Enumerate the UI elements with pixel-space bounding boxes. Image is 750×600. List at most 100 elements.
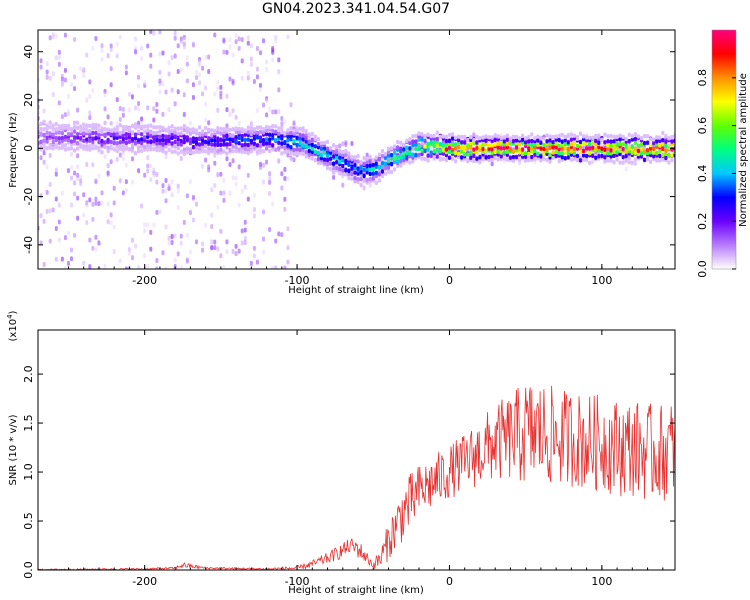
heatmap-cell xyxy=(204,117,208,123)
heatmap-cell xyxy=(356,159,360,164)
heatmap-cell xyxy=(328,161,333,166)
heatmap-cell xyxy=(115,132,119,137)
heatmap-cell xyxy=(478,159,482,165)
heatmap-cell xyxy=(268,132,272,137)
heatmap-cell xyxy=(252,79,256,85)
heatmap-cell xyxy=(316,145,321,150)
heatmap-cell xyxy=(167,60,171,66)
heatmap-cell xyxy=(143,79,147,85)
heatmap-cell xyxy=(158,147,162,153)
heatmap-cell xyxy=(216,136,220,141)
heatmap-cell xyxy=(188,120,192,126)
heatmap-cell xyxy=(264,145,269,151)
heatmap-cell xyxy=(578,139,583,145)
heatmap-cell xyxy=(85,144,89,149)
heatmap-cell xyxy=(94,200,98,206)
heatmap-cell xyxy=(389,161,394,167)
heatmap-cell xyxy=(243,142,247,147)
heatmap-cell xyxy=(91,146,95,151)
heatmap-cell xyxy=(103,144,107,150)
heatmap-cell xyxy=(396,159,400,164)
heatmap-cell xyxy=(277,109,281,115)
heatmap-cell xyxy=(408,160,412,165)
heatmap-cell xyxy=(271,57,275,63)
heatmap-cell xyxy=(286,138,290,143)
heatmap-cell xyxy=(213,138,217,143)
heatmap-cell xyxy=(225,93,229,99)
heatmap-cell xyxy=(72,148,77,153)
heatmap-cell xyxy=(85,128,89,134)
heatmap-cell xyxy=(133,132,138,137)
heatmap-cell xyxy=(408,146,412,151)
heatmap-cell xyxy=(130,237,134,243)
heatmap-cell xyxy=(204,157,208,163)
heatmap-cell xyxy=(94,234,98,240)
heatmap-cell xyxy=(432,156,436,161)
heatmap-cell xyxy=(143,135,147,140)
heatmap-cell xyxy=(109,144,113,149)
heatmap-cell xyxy=(585,153,589,159)
heatmap-cell xyxy=(152,222,156,228)
heatmap-cell xyxy=(146,123,150,129)
heatmap-cell xyxy=(633,131,637,137)
heatmap-cell xyxy=(234,148,238,154)
heatmap-cell xyxy=(521,133,525,138)
heatmap-cell xyxy=(100,138,104,144)
heatmap-cell xyxy=(423,156,427,162)
heatmap-cell xyxy=(350,164,354,169)
heatmap-cell xyxy=(216,130,220,135)
heatmap-cell xyxy=(210,128,214,133)
heatmap-cell xyxy=(106,171,110,177)
heatmap-cell xyxy=(146,155,150,161)
heatmap-cell xyxy=(508,155,513,160)
heatmap-cell xyxy=(295,147,299,152)
heatmap-cell xyxy=(365,152,369,158)
heatmap-cell xyxy=(73,36,77,42)
heatmap-cell xyxy=(51,92,55,98)
heatmap-cell xyxy=(325,139,330,145)
heatmap-cell xyxy=(283,265,287,269)
heatmap-cell xyxy=(176,131,180,136)
heatmap-cell xyxy=(48,131,52,136)
heatmap-cell xyxy=(70,151,74,157)
heatmap-cell xyxy=(472,153,476,159)
heatmap-cell xyxy=(231,175,235,181)
heatmap-cell xyxy=(338,166,342,172)
heatmap-cell xyxy=(210,147,214,152)
heatmap-cell xyxy=(54,256,58,262)
heatmap-cell xyxy=(280,125,284,131)
heatmap-cell xyxy=(69,139,74,144)
heatmap-cell xyxy=(231,78,235,84)
heatmap-cell xyxy=(365,170,369,175)
heatmap-cell xyxy=(417,131,421,136)
heatmap-cell xyxy=(85,137,89,142)
heatmap-cell xyxy=(661,157,665,162)
heatmap-cell xyxy=(262,38,266,44)
heatmap-cell xyxy=(450,132,455,137)
heatmap-cell xyxy=(368,167,372,172)
heatmap-cell xyxy=(609,143,613,148)
heatmap-cell xyxy=(164,224,168,230)
heatmap-cell xyxy=(572,146,577,152)
heatmap-cell xyxy=(213,145,217,151)
heatmap-cell xyxy=(618,133,622,138)
heatmap-cell xyxy=(661,141,665,147)
heatmap-cell xyxy=(514,145,519,150)
heatmap-cell xyxy=(109,46,113,52)
heatmap-cell xyxy=(246,150,250,156)
heatmap-cell xyxy=(642,149,647,154)
heatmap-cell xyxy=(158,89,162,95)
heatmap-cell xyxy=(457,144,461,150)
heatmap-cell xyxy=(655,135,659,140)
heatmap-cell xyxy=(310,142,314,148)
heatmap-cell xyxy=(286,128,290,133)
heatmap-cell xyxy=(645,157,650,162)
heatmap-cell xyxy=(258,129,263,135)
heatmap-cell xyxy=(207,266,211,269)
heatmap-cell xyxy=(301,133,305,138)
heatmap-cell xyxy=(313,157,317,163)
heatmap-cell xyxy=(164,127,168,133)
heatmap-cell xyxy=(252,130,256,136)
